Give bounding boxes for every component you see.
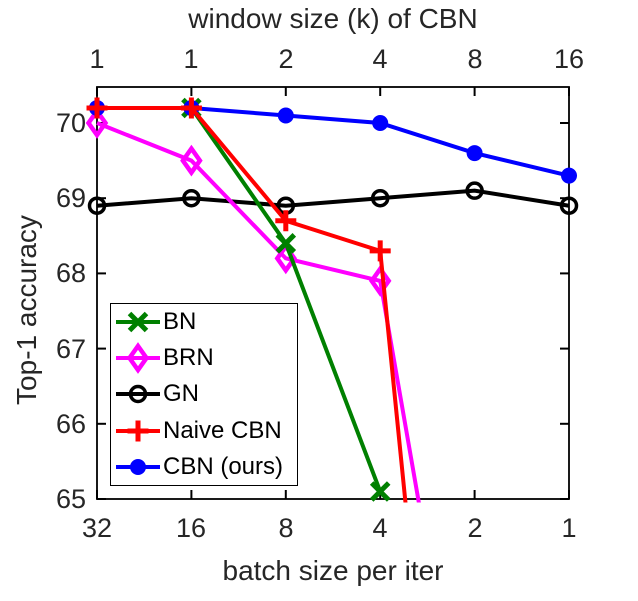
x-top-tick-1: 1	[183, 44, 199, 74]
top-axis-title: window size (k) of CBN	[188, 3, 478, 34]
legend-entry-gn: GN	[115, 378, 297, 410]
x-bottom-tick-16: 16	[175, 513, 207, 543]
legend-sample-bn-icon	[115, 306, 161, 338]
legend-entry-cbn-ours: CBN (ours)	[115, 451, 297, 483]
legend: BN BRN GN Naive CBN CBN (ours)	[110, 303, 298, 486]
legend-label-brn: BRN	[163, 344, 214, 372]
x-bottom-tick-4: 4	[372, 513, 388, 543]
x-bottom-tick-32: 32	[81, 513, 113, 543]
legend-label-naive-cbn: Naive CBN	[163, 416, 282, 444]
legend-entry-bn: BN	[115, 306, 297, 338]
bottom-axis-title: batch size per iter	[222, 555, 444, 586]
y-axis-title: Top-1 accuracy	[11, 215, 42, 405]
legend-label-bn: BN	[163, 308, 197, 336]
x-top-tick-5: 16	[553, 44, 585, 74]
y-tick-66: 66	[55, 409, 86, 439]
legend-sample-cbn-ours-icon	[115, 451, 161, 483]
legend-entry-naive-cbn: Naive CBN	[115, 415, 297, 447]
y-tick-65: 65	[55, 484, 86, 514]
legend-label-gn: GN	[163, 380, 199, 408]
y-tick-68: 68	[55, 258, 86, 288]
legend-label-cbn-ours: CBN (ours)	[163, 452, 284, 480]
legend-sample-naive-cbn-icon	[115, 415, 161, 447]
legend-entry-brn: BRN	[115, 342, 297, 375]
y-tick-69: 69	[55, 183, 86, 213]
legend-sample-brn-icon	[115, 342, 161, 375]
x-top-tick-2: 2	[278, 44, 294, 74]
legend-sample-gn-icon	[115, 378, 161, 410]
x-bottom-tick-1: 1	[561, 513, 577, 543]
x-bottom-tick-2: 2	[467, 513, 483, 543]
y-tick-67: 67	[55, 334, 86, 364]
x-top-tick-0: 1	[89, 44, 105, 74]
x-top-tick-4: 8	[467, 44, 483, 74]
x-top-tick-3: 4	[372, 44, 388, 74]
x-bottom-tick-8: 8	[278, 513, 294, 543]
y-tick-70: 70	[55, 108, 86, 138]
